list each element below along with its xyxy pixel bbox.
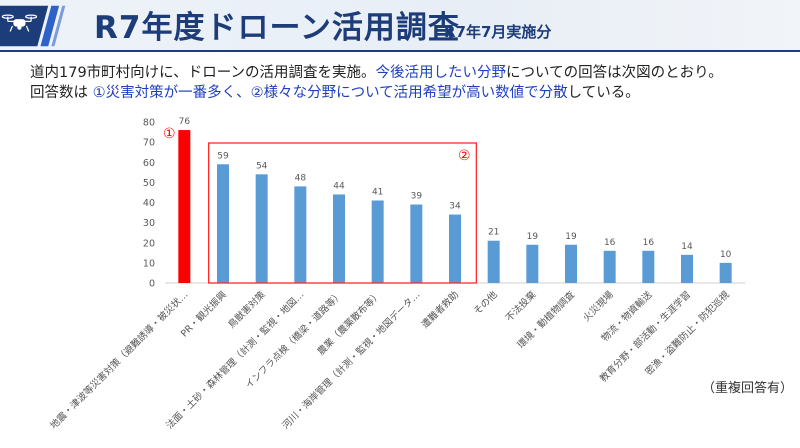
bar: [642, 250, 655, 283]
data-label: 16: [604, 238, 616, 248]
description-text: 回答数は: [30, 85, 93, 101]
data-label: 54: [256, 161, 268, 171]
data-label: 16: [643, 238, 655, 248]
y-tick-label: 0: [149, 279, 155, 290]
y-tick-label: 70: [143, 138, 155, 149]
category-label: 火災現場: [580, 288, 616, 324]
page-title: R7年度ドローン活用調査: [94, 10, 460, 46]
annotation-marker: ①: [163, 126, 176, 142]
header: R7年度ドローン活用調査 R7年7月実施分: [0, 0, 800, 52]
bar: [178, 130, 191, 283]
description-highlight: 今後活用したい分野: [375, 65, 507, 81]
data-label: 76: [179, 117, 191, 127]
category-label: 不法投棄: [503, 288, 539, 324]
bar: [410, 204, 423, 283]
drone-icon: [1, 14, 38, 32]
bar: [719, 262, 732, 283]
description-highlight: ①災害対策が一番多く、②様々な分野について活用希望が高い数値で分散: [92, 85, 568, 101]
category-label: 鳥獣害対策: [226, 288, 268, 330]
description-text: している。: [567, 85, 640, 101]
data-label: 41: [372, 187, 383, 197]
data-label: 19: [565, 232, 577, 242]
description-text: についての回答は次図のとおり。: [506, 65, 723, 81]
description-line-1: 道内179市町村向けに、ドローンの活用調査を実施。今後活用したい分野についての回…: [30, 61, 723, 82]
y-tick-label: 40: [143, 198, 155, 209]
data-label: 14: [681, 242, 693, 252]
category-label: 遭難者救助: [419, 289, 461, 331]
data-label: 39: [411, 192, 423, 202]
bar: [255, 174, 268, 283]
description-line-2: 回答数は ①災害対策が一番多く、②様々な分野について活用希望が高い数値で分散して…: [30, 81, 640, 102]
logo-block: [0, 5, 66, 47]
header-background: [0, 0, 800, 52]
data-label: 48: [295, 173, 307, 183]
bar: [565, 244, 577, 283]
data-label: 44: [333, 181, 345, 191]
bar: [294, 186, 307, 283]
category-label: その他: [471, 288, 500, 317]
y-tick-label: 20: [143, 238, 155, 249]
category-label: 河川・海岸管理（計測・監視・地図データ…: [280, 289, 423, 432]
page-subtitle: R7年7月実施分: [444, 23, 552, 41]
data-label: 34: [449, 202, 461, 212]
category-label: 法面・土砂・森林管理（計測・監視・地図…: [164, 289, 307, 432]
data-label: 10: [720, 250, 732, 260]
bar: [449, 214, 461, 283]
header-divider: [0, 50, 800, 52]
y-tick-label: 80: [143, 118, 155, 129]
bar: [333, 194, 345, 283]
y-tick-label: 60: [143, 158, 155, 169]
data-label: 59: [217, 151, 229, 161]
category-label: 農業（農薬散布等）: [315, 289, 384, 358]
category-label: 地震・津波等災害対策（避難誘導・被災状…: [48, 289, 191, 432]
annotation-box: [208, 142, 477, 284]
bar: [603, 250, 616, 283]
y-tick-label: 50: [143, 178, 155, 189]
bar: [217, 164, 229, 283]
annotation-marker: ②: [458, 148, 471, 164]
chart-note: （重複回答有）: [702, 381, 794, 396]
bar: [526, 244, 539, 283]
data-label: 19: [527, 232, 539, 242]
bar: [681, 254, 693, 283]
bar: [371, 200, 384, 283]
description-text: 道内179市町村向けに、ドローンの活用調査を実施。: [30, 65, 376, 81]
data-label: 21: [488, 228, 499, 238]
bar: [487, 240, 500, 283]
y-tick-label: 10: [143, 258, 155, 269]
y-tick-label: 30: [143, 218, 155, 229]
